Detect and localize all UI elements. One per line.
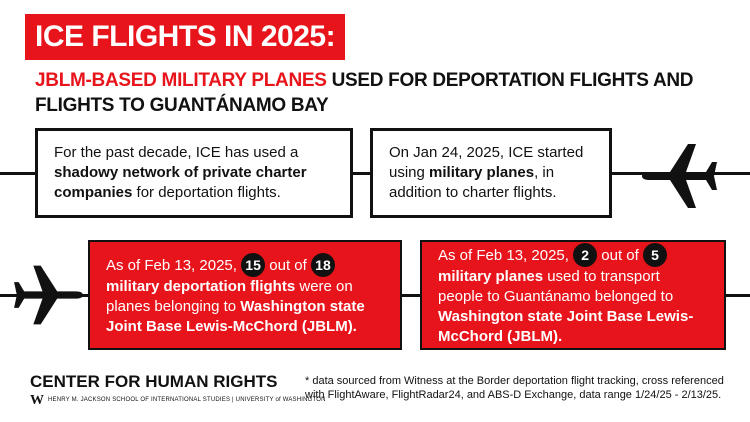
number-badge: 15 xyxy=(241,253,266,277)
bold-text: shadowy network of private charter compa… xyxy=(54,164,307,201)
text: As of Feb 13, 2025, xyxy=(438,247,574,264)
box-text: As of Feb 13, 2025, 2 out of 5 military … xyxy=(438,243,708,347)
text: , in addition to charter flights. xyxy=(389,164,557,201)
text: out of xyxy=(265,257,311,274)
info-box: On Jan 24, 2025, ICE started using milit… xyxy=(370,128,612,218)
title: ICE FLIGHTS IN 2025: xyxy=(25,14,346,60)
box-text: On Jan 24, 2025, ICE started using milit… xyxy=(389,143,593,203)
info-box: For the past decade, ICE has used a shad… xyxy=(35,128,353,218)
bold-text: military planes xyxy=(438,268,544,285)
number-badge: 18 xyxy=(310,253,335,277)
plane-icon xyxy=(14,265,83,325)
bold-text: Washington state Joint Base Lewis-McChor… xyxy=(438,308,694,345)
number-badge: 2 xyxy=(573,243,598,267)
footnote: * data sourced from Witness at the Borde… xyxy=(305,375,724,401)
text: out of xyxy=(597,247,643,264)
subtitle-text: USED FOR DEPORTATION FLIGHTS AND FLIGHTS… xyxy=(35,70,694,116)
bold-text: Washington state Joint Base Lewis-McChor… xyxy=(106,298,365,335)
plane-icon xyxy=(642,144,717,208)
text: used to transport people to Guantánamo b… xyxy=(438,268,674,305)
text: were on planes belonging to xyxy=(106,278,353,315)
text: On Jan 24, 2025, ICE started using xyxy=(389,144,584,181)
org-name: CENTER FOR HUMAN RIGHTS xyxy=(30,372,278,391)
text: As of Feb 13, 2025, xyxy=(106,257,242,274)
bold-text: military planes xyxy=(429,164,535,181)
info-box: As of Feb 13, 2025, 15 out of 18 militar… xyxy=(88,240,402,350)
box-text: For the past decade, ICE has used a shad… xyxy=(54,143,334,203)
subtitle-highlight: JBLM-BASED MILITARY PLANES xyxy=(35,70,327,91)
info-box: As of Feb 13, 2025, 2 out of 5 military … xyxy=(420,240,726,350)
school-name: HENRY M. JACKSON SCHOOL OF INTERNATIONAL… xyxy=(48,397,326,403)
box-text: As of Feb 13, 2025, 15 out of 18 militar… xyxy=(106,253,384,337)
number-badge: 5 xyxy=(642,243,667,267)
logo: W xyxy=(30,393,44,408)
bold-text: military deportation flights xyxy=(106,278,296,295)
text: for deportation flights. xyxy=(132,184,281,201)
text: For the past decade, ICE has used a xyxy=(54,144,299,161)
subtitle: JBLM-BASED MILITARY PLANES USED FOR DEPO… xyxy=(35,68,725,118)
